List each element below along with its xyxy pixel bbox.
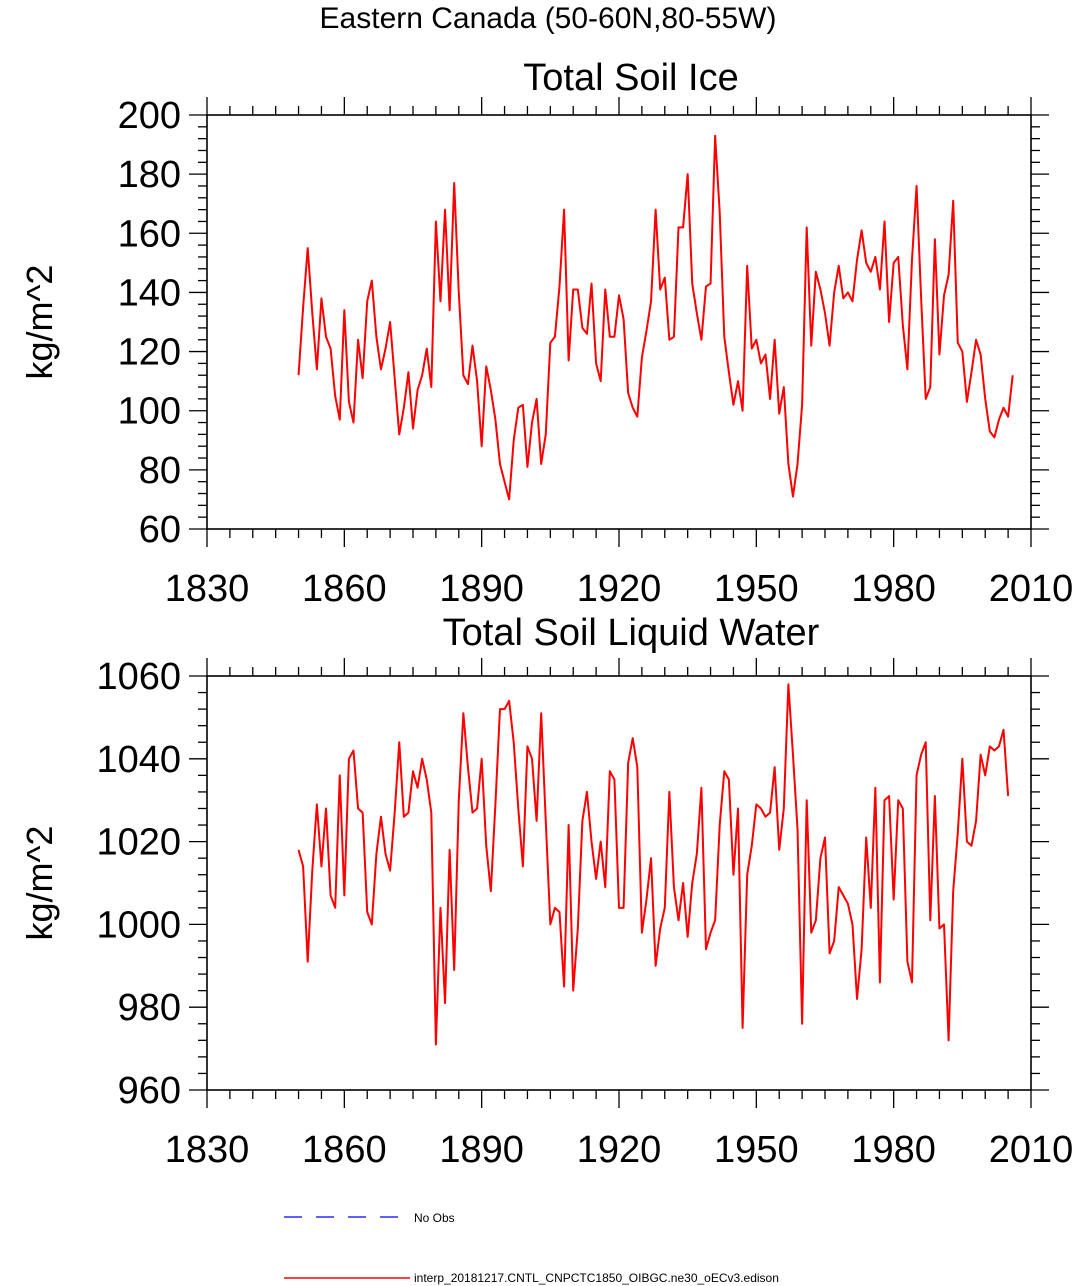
y-tick-label: 960 [118,1070,181,1112]
x-tick-label: 1920 [577,568,662,610]
y-tick-label: 1040 [96,739,181,781]
x-tick-label: 1920 [577,1129,662,1171]
y-tick-label: 180 [118,154,181,196]
x-tick-label: 1980 [851,568,936,610]
x-tick-label: 1860 [302,568,387,610]
x-tick-label: 1890 [439,1129,524,1171]
y-tick-label: 160 [118,213,181,255]
legend-obs-label: No Obs [414,1211,455,1225]
y-axis-label: kg/m^2 [19,826,60,941]
x-tick-label: 1950 [714,568,799,610]
y-tick-label: 120 [118,332,181,374]
y-axis-label: kg/m^2 [19,265,60,380]
series-line [297,683,1010,1046]
chart-panel-soil-liquid-water: Total Soil Liquid Water kg/m^2 1830 1860 189… [19,612,1073,1171]
x-tick-label: 1860 [302,1129,387,1171]
chart-title: Total Soil Liquid Water [443,612,820,654]
y-tick-label: 1020 [96,822,181,864]
y-tick-label: 80 [139,450,181,492]
legend-model-label: interp_20181217.CNTL_CNPCTC1850_OIBGC.ne… [414,1271,779,1285]
legend: No Obs interp_20181217.CNTL_CNPCTC1850_O… [284,1211,779,1285]
y-tick-label: 140 [118,272,181,314]
x-tick-label: 1890 [439,568,524,610]
figure-title: Eastern Canada (50-60N,80-55W) [320,2,777,35]
x-tick-label: 1980 [851,1129,936,1171]
x-tick-label: 1830 [165,1129,250,1171]
y-tick-label: 60 [139,509,181,551]
y-tick-label: 980 [118,987,181,1029]
plot-frame [206,114,1032,530]
y-tick-label: 200 [118,95,181,137]
chart-title: Total Soil Ice [523,57,738,99]
x-tick-label: 2010 [989,568,1074,610]
y-tick-label: 1000 [96,904,181,946]
chart-panel-soil-ice: Total Soil Ice kg/m^2 1830 1860 1890 1920 1950… [19,57,1073,610]
y-tick-label: 1060 [96,656,181,698]
x-tick-label: 2010 [989,1129,1074,1171]
x-tick-label: 1830 [165,568,250,610]
x-tick-label: 1950 [714,1129,799,1171]
y-tick-label: 100 [118,391,181,433]
series-line [297,134,1014,501]
